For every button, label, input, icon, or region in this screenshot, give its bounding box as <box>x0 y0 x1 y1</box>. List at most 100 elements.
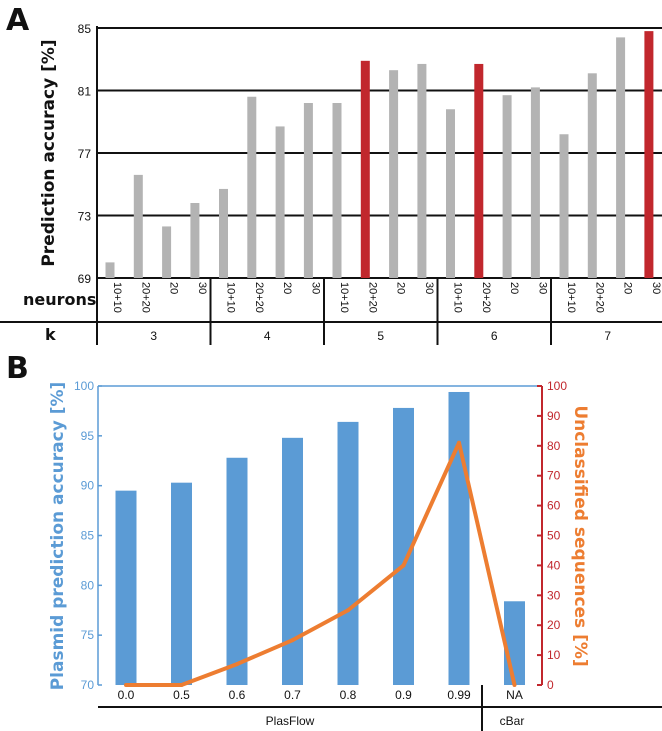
bar-k4-10+10 <box>219 188 228 278</box>
neuron-tick-label: 20+20 <box>253 282 265 313</box>
y-axis-title: Prediction accuracy [%] <box>39 39 59 266</box>
bar-0.99 <box>448 391 470 685</box>
y-tick-label: 77 <box>78 147 92 161</box>
tool-label-plasflow: PlasFlow <box>266 714 315 728</box>
bar-k6-20+20 <box>474 63 484 278</box>
neuron-tick-label: 20 <box>395 282 407 294</box>
right-axis-title: Unclassified sequences [%] <box>570 405 590 666</box>
bar-k5-20 <box>389 70 399 278</box>
line-point <box>124 683 128 687</box>
neuron-tick-label: 10+10 <box>111 282 123 313</box>
line-point <box>346 608 350 613</box>
y-tick-label: 81 <box>78 85 92 99</box>
panel-letter-a: A <box>6 3 30 38</box>
neuron-tick-label: 10+10 <box>338 282 350 313</box>
left-tick-label: 75 <box>81 628 95 642</box>
right-tick-label: 10 <box>547 648 561 662</box>
bar-0.8 <box>337 421 359 685</box>
bar-k3-10+10 <box>105 262 115 278</box>
category-label: 0.9 <box>395 688 412 702</box>
bar-k6-10+10 <box>446 109 455 278</box>
neuron-tick-label: 20 <box>622 282 634 294</box>
left-axis-title: Plasmid prediction accuracy [%] <box>48 382 68 691</box>
left-tick-label: 70 <box>81 678 95 692</box>
neuron-tick-label: 10+10 <box>565 282 577 313</box>
line-point <box>401 563 406 568</box>
neuron-tick-label: 20+20 <box>139 282 151 313</box>
k-group-label: 4 <box>264 329 271 343</box>
bar-0.7 <box>282 437 303 685</box>
neuron-tick-label: 20+20 <box>480 282 492 313</box>
bar-k6-20 <box>502 95 512 278</box>
right-tick-label: 0 <box>547 678 554 692</box>
left-tick-label: 95 <box>81 429 95 443</box>
y-tick-label: 73 <box>78 210 92 224</box>
neuron-tick-label: 20 <box>168 282 180 294</box>
k-group-label: 7 <box>604 329 611 343</box>
left-tick-label: 90 <box>81 479 95 493</box>
line-point <box>179 683 184 687</box>
bar-k3-20+20 <box>133 174 143 278</box>
k-row-label: k <box>45 325 56 344</box>
line-point <box>512 683 517 687</box>
k-group-label: 6 <box>491 329 498 343</box>
y-tick-label: 85 <box>78 22 92 36</box>
bar-0.6 <box>226 457 248 685</box>
right-tick-label: 70 <box>547 469 561 483</box>
neuron-tick-label: 20+20 <box>593 282 605 313</box>
neuron-tick-label: 20 <box>281 282 293 294</box>
bar-NA <box>504 601 525 685</box>
unclassified-line <box>126 440 517 687</box>
bar-k3-30 <box>190 203 200 278</box>
category-label: 0.7 <box>284 688 301 702</box>
right-tick-label: 30 <box>547 588 561 602</box>
right-tick-label: 60 <box>547 499 561 513</box>
bar-k5-20+20 <box>360 60 370 278</box>
bar-k4-20 <box>275 126 285 278</box>
category-label: 0.99 <box>447 688 471 702</box>
category-label: 0.8 <box>340 688 357 702</box>
neuron-tick-label: 30 <box>423 282 435 294</box>
neuron-tick-label: 30 <box>196 282 208 294</box>
right-tick-label: 80 <box>547 439 561 453</box>
neurons-row-label: neurons <box>23 290 96 309</box>
bar-k7-20+20 <box>587 73 597 278</box>
left-tick-label: 85 <box>81 529 95 543</box>
neuron-tick-label: 20 <box>508 282 520 294</box>
bar-k5-10+10 <box>332 103 342 278</box>
panel-letter-b: B <box>6 351 29 386</box>
category-label: 0.0 <box>118 688 135 702</box>
bar-0.9 <box>393 407 414 685</box>
right-tick-label: 50 <box>547 529 561 543</box>
line-point <box>235 662 239 667</box>
category-label: NA <box>506 688 523 702</box>
bar-k7-10+10 <box>559 134 569 278</box>
bar-0.5 <box>171 482 192 685</box>
k-group-label: 5 <box>377 329 384 343</box>
line-point <box>457 440 461 445</box>
bar-k4-20+20 <box>247 96 257 278</box>
panel-b-combo-chart: B 70 75 80 85 90 95 100 0 10 20 30 40 50 60 70 80 90 100 Pl… <box>6 351 662 731</box>
y-tick-label: 69 <box>78 272 92 286</box>
neuron-tick-label: 20+20 <box>366 282 378 313</box>
left-tick-label: 80 <box>81 578 95 592</box>
k-group-label: 3 <box>150 329 157 343</box>
line-point <box>290 638 295 643</box>
bar-0.0 <box>115 490 137 685</box>
right-tick-label: 20 <box>547 618 561 632</box>
right-tick-label: 90 <box>547 409 561 423</box>
neuron-tick-label: 30 <box>536 282 548 294</box>
neuron-tick-label: 10+10 <box>225 282 237 313</box>
category-label: 0.5 <box>173 688 190 702</box>
bar-k4-30 <box>303 103 313 278</box>
bar-k7-30 <box>644 31 654 278</box>
left-tick-label: 100 <box>74 379 94 393</box>
neuron-tick-label: 30 <box>650 282 662 294</box>
right-tick-label: 100 <box>547 379 567 393</box>
bar-k7-20 <box>616 37 626 278</box>
category-label: 0.6 <box>229 688 246 702</box>
bar-k3-20 <box>162 226 172 278</box>
right-tick-label: 40 <box>547 558 561 572</box>
